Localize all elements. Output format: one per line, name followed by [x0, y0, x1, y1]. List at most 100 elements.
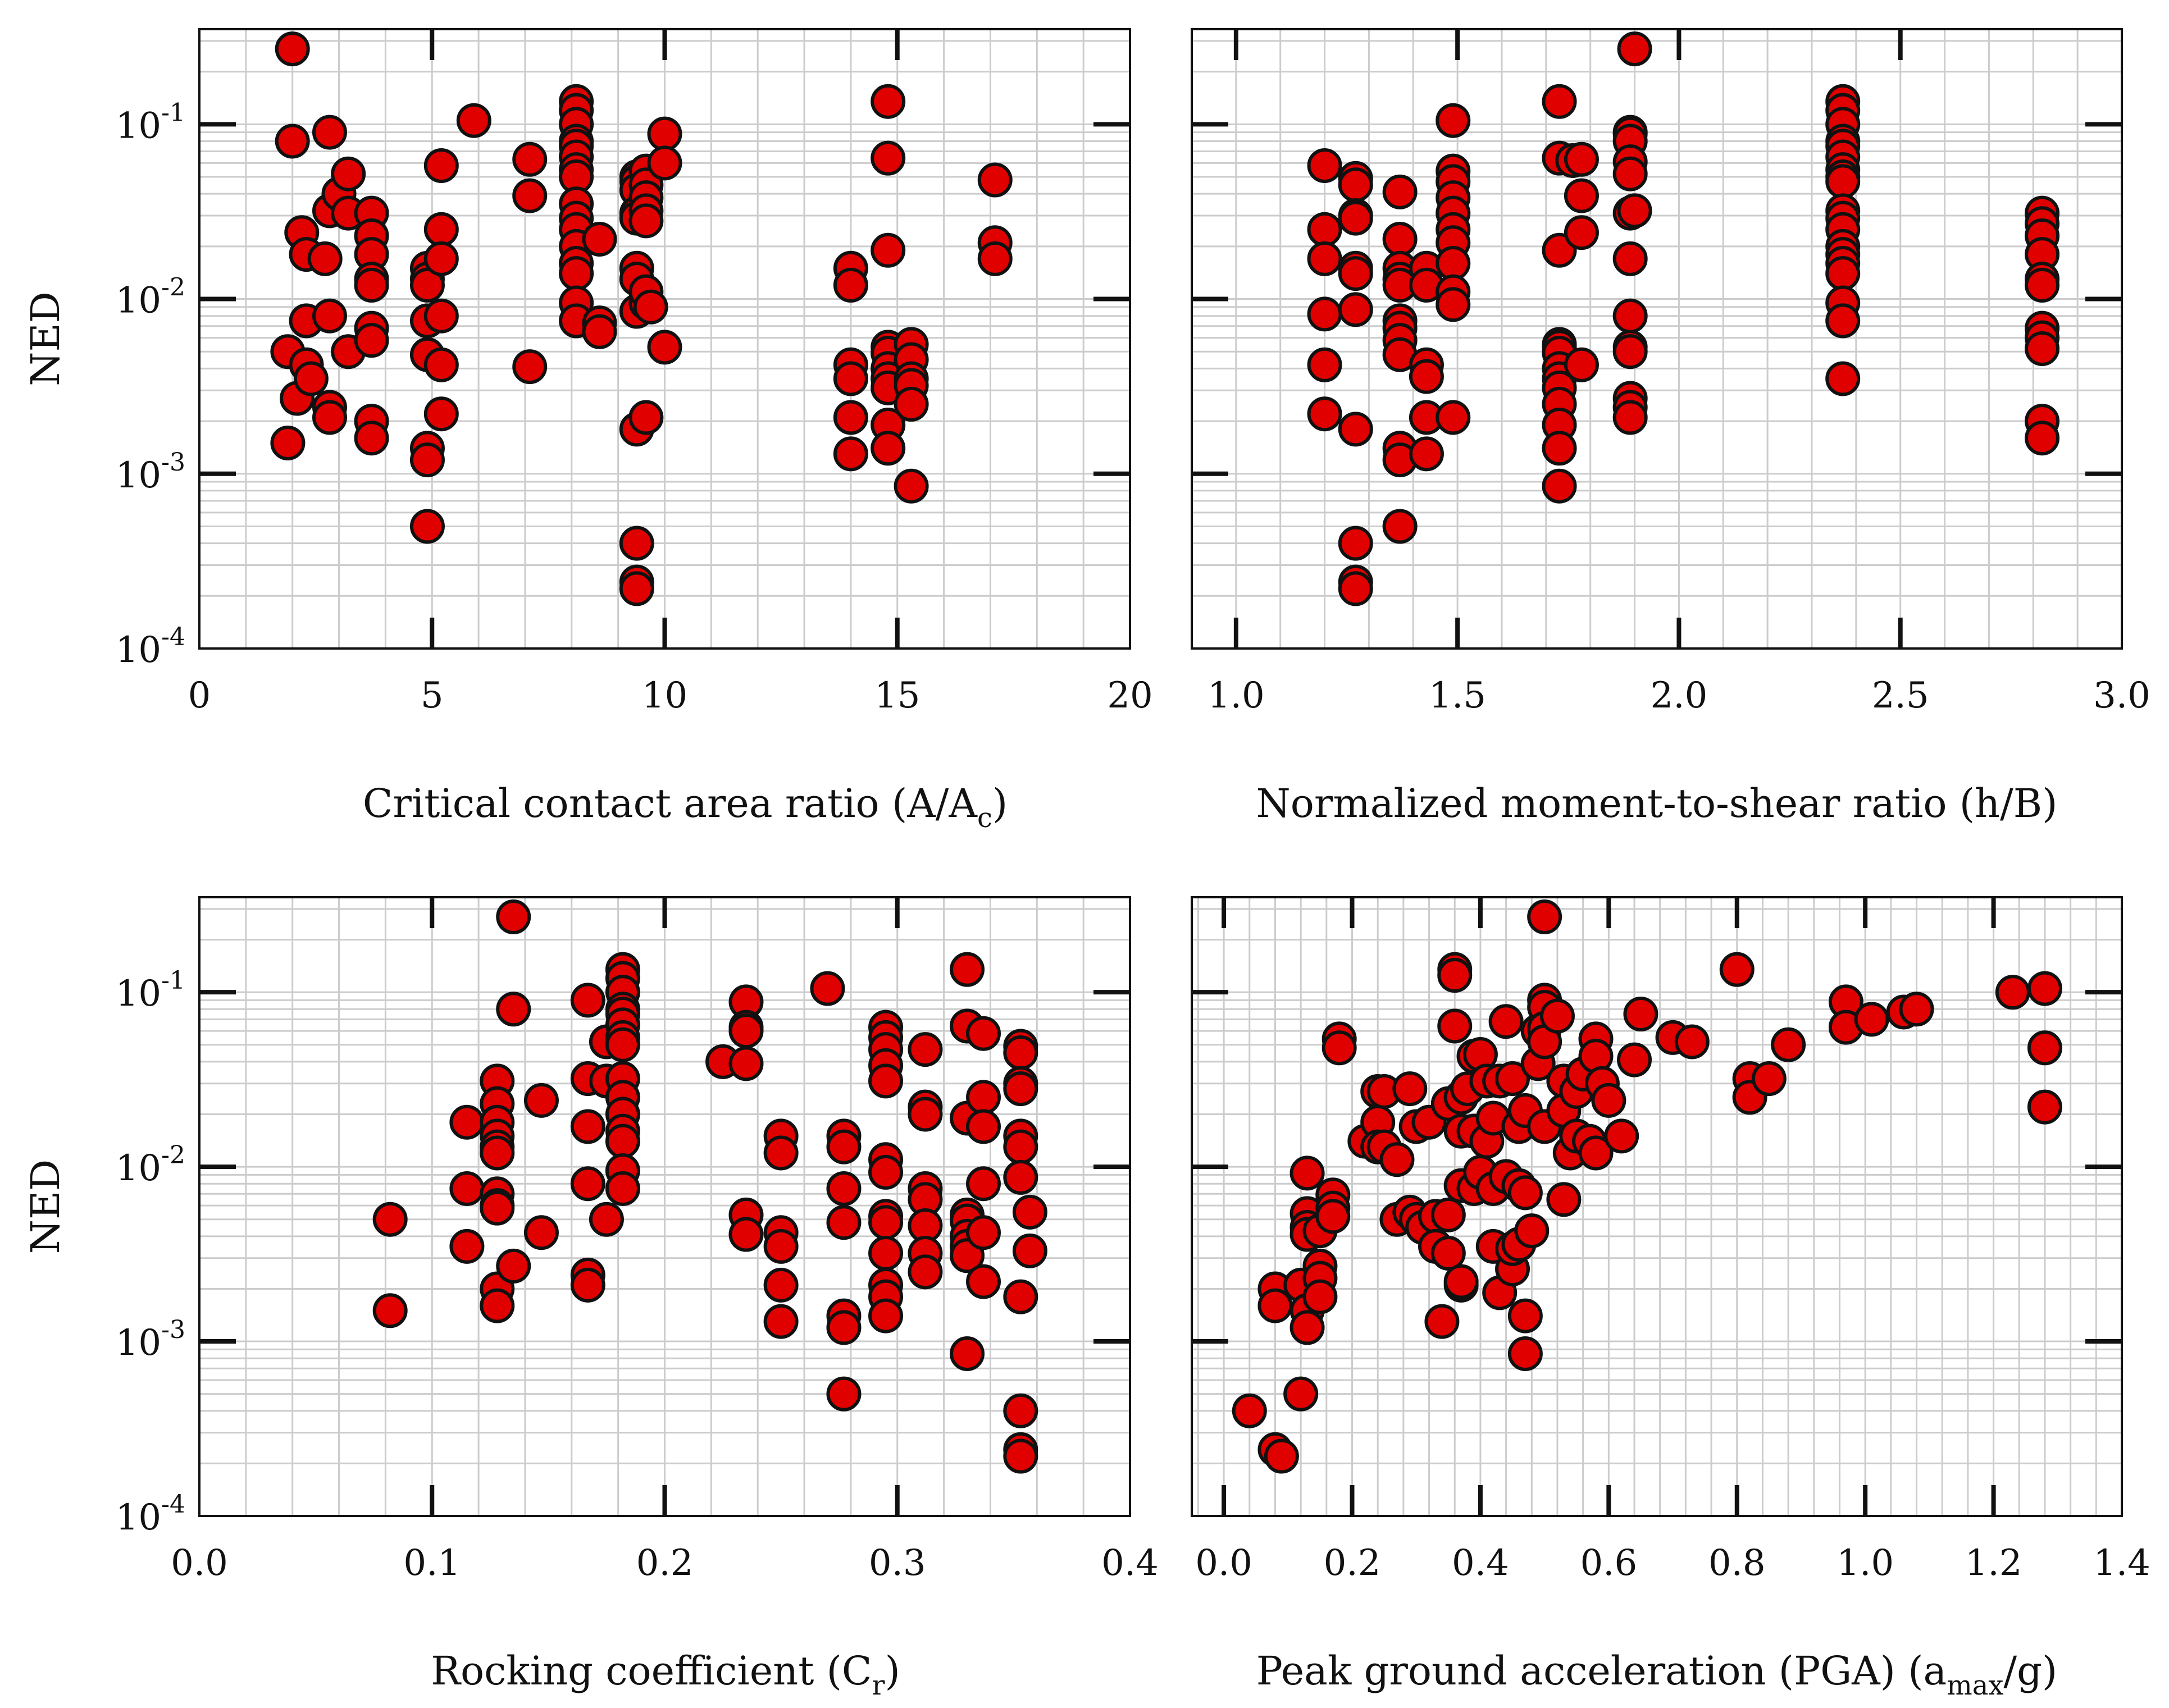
- data-point: [1488, 1004, 1524, 1039]
- data-point: [1003, 1129, 1038, 1164]
- data-point: [966, 1264, 1001, 1299]
- data-point: [628, 203, 664, 239]
- data-point: [1289, 1156, 1325, 1191]
- data-point: [1003, 1035, 1038, 1071]
- data-point: [1382, 509, 1418, 544]
- data-point: [293, 361, 329, 396]
- data-point: [312, 115, 347, 150]
- data-point: [1617, 1042, 1652, 1077]
- data-point: [1409, 359, 1444, 394]
- data-point: [331, 156, 366, 191]
- data-point: [1338, 167, 1373, 203]
- x-axis-label: Critical contact area ratio (A/Ac): [363, 780, 1008, 834]
- data-point: [1382, 221, 1418, 257]
- data-point: [570, 1166, 605, 1202]
- data-point: [512, 349, 548, 385]
- data-point: [589, 1202, 624, 1237]
- x-axis-label-end: ): [992, 780, 1008, 826]
- data-point: [1542, 431, 1577, 466]
- data-point: [1283, 1376, 1319, 1412]
- data-point: [480, 1190, 515, 1226]
- data-point: [1437, 1008, 1473, 1044]
- data-point: [1564, 215, 1599, 250]
- data-point: [826, 1310, 862, 1345]
- data-point: [496, 899, 531, 935]
- data-point: [868, 1205, 904, 1240]
- data-point: [1430, 1197, 1466, 1232]
- data-point: [977, 241, 1013, 276]
- y-tick-exponent: -4: [161, 623, 185, 651]
- data-point: [1289, 1310, 1325, 1345]
- data-point: [1338, 571, 1373, 606]
- y-tick-label: 10-1: [116, 966, 185, 1015]
- x-tick-label: 1.0: [1837, 1542, 1894, 1584]
- data-point: [1436, 246, 1471, 281]
- y-tick-label: 10-2: [116, 1141, 185, 1189]
- x-tick-label: 0: [188, 675, 211, 716]
- data-point: [894, 386, 929, 422]
- data-point: [1003, 1159, 1038, 1195]
- y-tick-exponent: -3: [161, 1316, 185, 1344]
- x-tick-label: 3.0: [2093, 675, 2150, 716]
- data-point: [372, 1293, 408, 1328]
- y-tick-label: 10-4: [116, 1490, 185, 1538]
- data-point: [1003, 1071, 1038, 1107]
- scatter-points: [1232, 899, 2062, 1474]
- data-point: [1003, 1438, 1038, 1474]
- plot-frame: [1191, 896, 2123, 1517]
- data-point: [2025, 331, 2060, 366]
- data-point: [871, 140, 906, 176]
- data-point: [619, 526, 654, 561]
- data-point: [826, 1376, 862, 1412]
- data-point: [423, 298, 459, 334]
- x-tick-label: 15: [874, 675, 920, 716]
- data-point: [1564, 347, 1599, 382]
- x-axis-label: Peak ground acceleration (PGA) (amax/g): [1256, 1648, 2057, 1701]
- x-tick-label: 0.4: [1452, 1542, 1509, 1584]
- data-point: [868, 1298, 904, 1333]
- gridlines: [1192, 29, 2122, 649]
- data-point: [633, 289, 668, 325]
- data-point: [1825, 256, 1861, 291]
- data-point: [423, 396, 459, 432]
- data-point: [496, 992, 531, 1027]
- data-point: [2025, 267, 2060, 303]
- data-point: [1338, 256, 1373, 291]
- data-point: [570, 1267, 605, 1303]
- x-tick-label: 0.6: [1580, 1542, 1637, 1584]
- x-tick-label: 10: [642, 675, 687, 716]
- x-axis-label: Rocking coefficient (Cr): [431, 1648, 900, 1701]
- x-axis-label-subscript: max: [1947, 1670, 2003, 1701]
- data-point: [523, 1215, 559, 1250]
- data-point: [1564, 141, 1599, 177]
- data-point: [582, 221, 617, 257]
- data-point: [409, 442, 445, 478]
- y-tick-exponent: -2: [161, 1141, 185, 1170]
- x-tick-label: 0.2: [636, 1542, 694, 1584]
- x-axis-label-end: /g): [2003, 1648, 2057, 1694]
- data-point: [1338, 200, 1373, 236]
- data-point: [409, 509, 445, 544]
- data-point: [1430, 1235, 1466, 1271]
- data-point: [1307, 212, 1342, 247]
- data-point: [966, 1166, 1001, 1202]
- data-point: [1338, 412, 1373, 447]
- panel-peak-ground-acceleration: 0.0 0.2 0.4 0.6 0.8 1.0 1.2 1.4 Peak ground acce…: [1191, 896, 2150, 1701]
- panel-contact-area-ratio: 0 5 10 15 20 10-4 10-3 10-2 10-1 NED Critical cont…: [22, 28, 1153, 834]
- data-point: [1409, 436, 1444, 472]
- data-point: [1751, 1061, 1787, 1097]
- data-point: [1307, 241, 1342, 276]
- data-point: [1012, 1194, 1047, 1230]
- data-point: [2027, 1089, 2062, 1125]
- data-point: [1436, 103, 1471, 138]
- data-point: [1674, 1024, 1710, 1059]
- y-tick-label: 10-4: [116, 623, 185, 671]
- data-point: [1612, 298, 1648, 334]
- x-axis-label: Normalized moment-to-shear ratio (h/B): [1256, 780, 2058, 826]
- data-point: [570, 1109, 605, 1144]
- data-point: [1617, 31, 1652, 67]
- data-point: [1899, 992, 1934, 1027]
- data-point: [966, 1215, 1001, 1250]
- data-point: [763, 1135, 799, 1171]
